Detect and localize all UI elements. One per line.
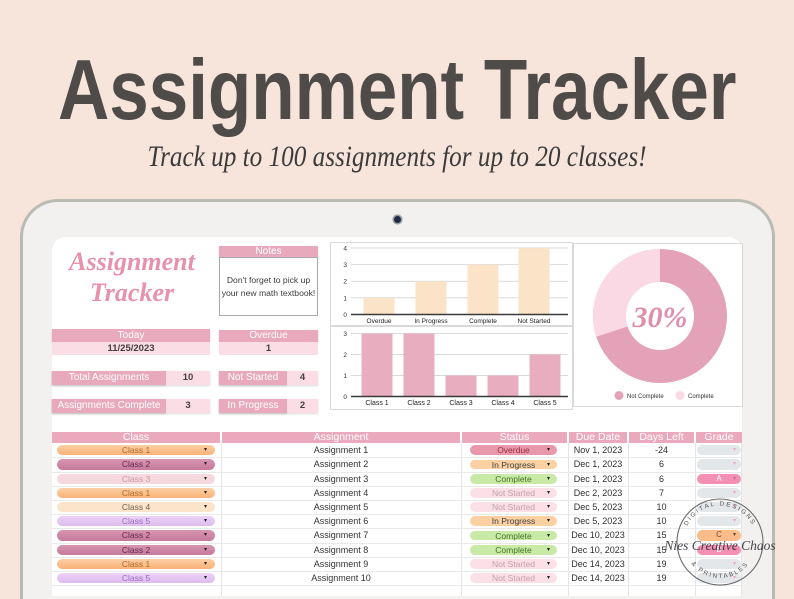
svg-text:2: 2	[343, 279, 347, 286]
svg-text:Complete: Complete	[688, 394, 714, 400]
svg-text:30%: 30%	[632, 301, 688, 334]
svg-text:Class 5: Class 5	[533, 400, 556, 407]
svg-text:DIGITAL DESIGNS: DIGITAL DESIGNS	[683, 500, 758, 527]
svg-text:1: 1	[343, 373, 347, 380]
svg-text:0: 0	[343, 312, 347, 319]
svg-text:0: 0	[343, 394, 347, 401]
svg-text:Nies Creative Chaos: Nies Creative Chaos	[663, 538, 775, 553]
svg-text:& PRINTABLES: & PRINTABLES	[690, 560, 751, 580]
svg-text:Class 4: Class 4	[491, 400, 514, 407]
svg-text:1: 1	[343, 295, 347, 302]
svg-text:Complete: Complete	[469, 318, 497, 325]
svg-text:3: 3	[343, 262, 347, 269]
svg-text:Not Complete: Not Complete	[627, 394, 664, 400]
svg-text:2: 2	[343, 352, 347, 359]
svg-text:Class 1: Class 1	[365, 400, 388, 407]
svg-text:In Progress: In Progress	[414, 318, 448, 325]
svg-text:4: 4	[343, 246, 347, 253]
svg-text:Class 3: Class 3	[449, 400, 472, 407]
svg-text:Not Started: Not Started	[518, 318, 551, 325]
svg-text:Class 2: Class 2	[407, 400, 430, 407]
svg-text:Overdue: Overdue	[367, 318, 392, 325]
svg-text:3: 3	[343, 331, 347, 338]
